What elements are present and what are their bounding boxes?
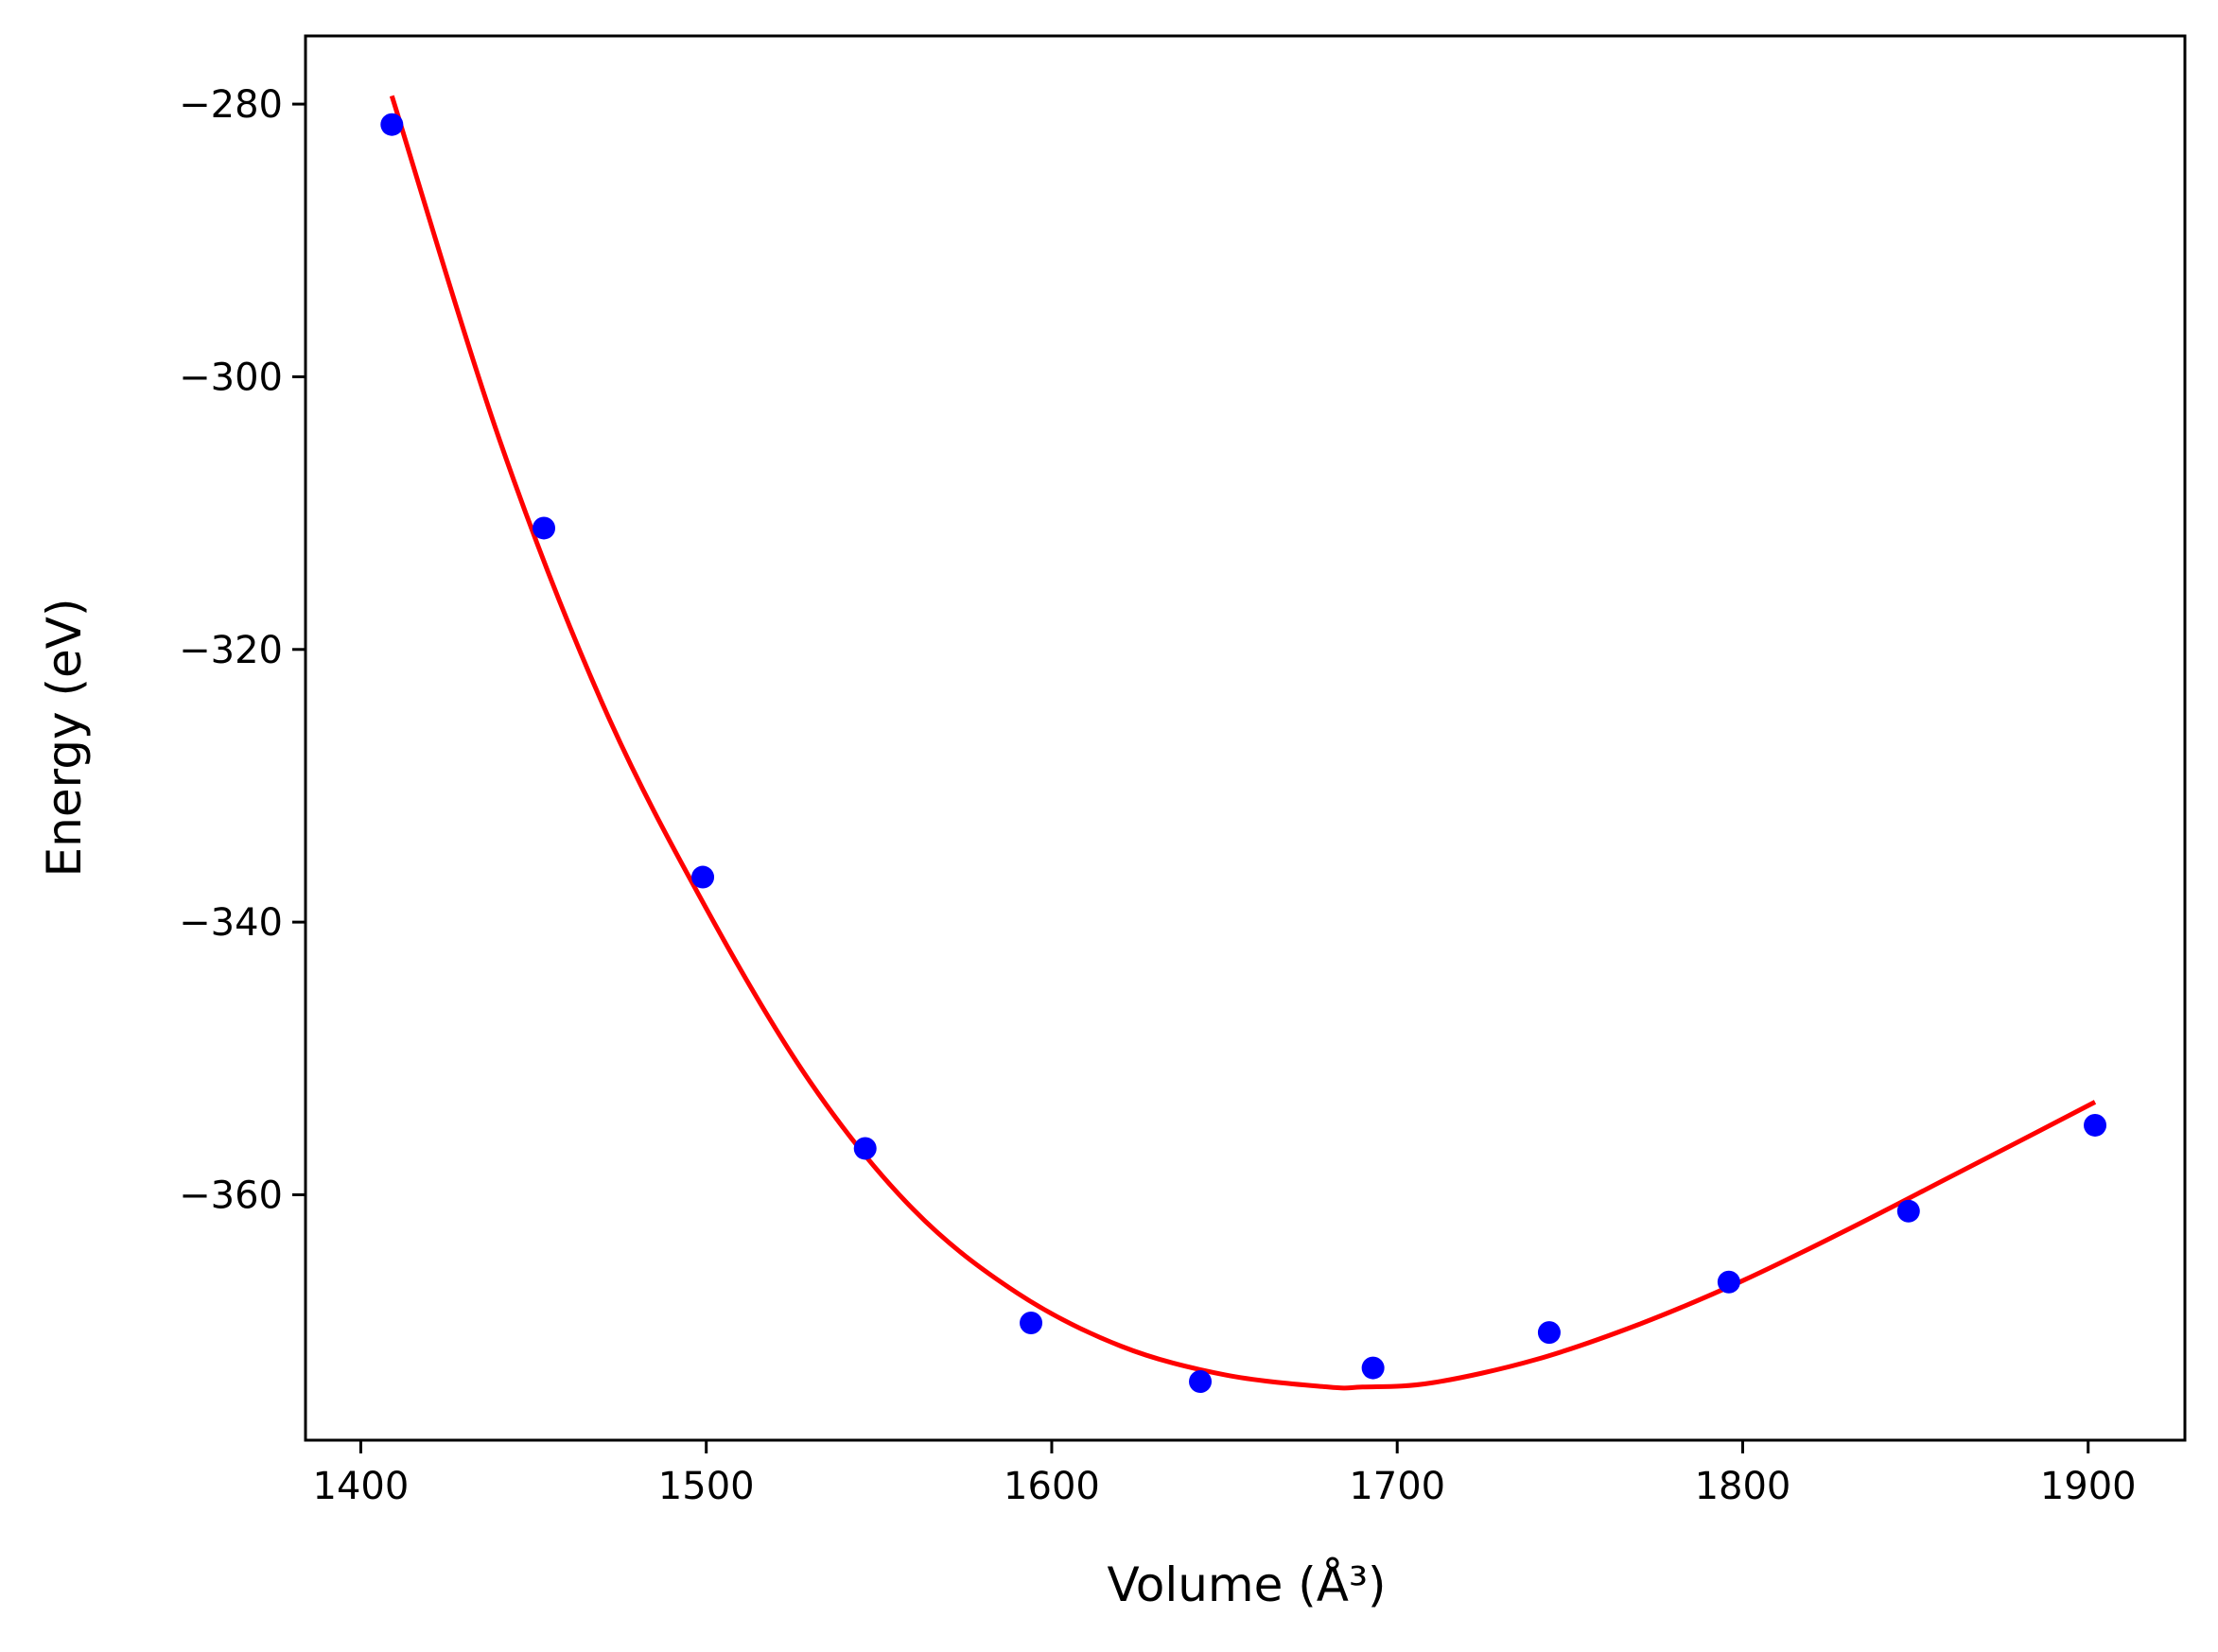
- data-point: [533, 516, 556, 540]
- data-point: [1537, 1321, 1561, 1345]
- y-tick-label: −300: [179, 356, 283, 399]
- y-tick-label: −280: [179, 83, 283, 127]
- y-tick-label: −320: [179, 629, 283, 672]
- x-axis-ticks: 1400 1500 1600 1700 1800 1900: [313, 1440, 2137, 1508]
- data-point: [1361, 1356, 1385, 1380]
- x-tick-label: 1800: [1695, 1465, 1791, 1508]
- x-tick-label: 1500: [658, 1465, 755, 1508]
- data-point: [853, 1137, 877, 1160]
- y-axis-label: Energy (eV): [37, 599, 92, 878]
- data-point: [1020, 1312, 1043, 1335]
- y-tick-label: −360: [179, 1174, 283, 1217]
- data-point: [1189, 1370, 1213, 1394]
- x-tick-label: 1400: [313, 1465, 410, 1508]
- data-point: [691, 865, 715, 889]
- y-tick-label: −340: [179, 901, 283, 945]
- data-point: [2084, 1113, 2107, 1137]
- data-points: [380, 113, 2107, 1394]
- plot-area: [304, 34, 2187, 1442]
- plot-frame: [304, 34, 2187, 1442]
- fit-curve: [389, 95, 2097, 1391]
- y-axis-ticks: −280 −300 −320 −340 −360: [179, 83, 306, 1217]
- x-axis-label: Volume (Å³): [1107, 1557, 1386, 1612]
- x-tick-label: 1700: [1349, 1465, 1445, 1508]
- x-tick-label: 1600: [1004, 1465, 1100, 1508]
- data-point: [380, 113, 404, 136]
- data-point: [1717, 1270, 1740, 1294]
- data-point: [1896, 1199, 1920, 1223]
- x-tick-label: 1900: [2040, 1465, 2137, 1508]
